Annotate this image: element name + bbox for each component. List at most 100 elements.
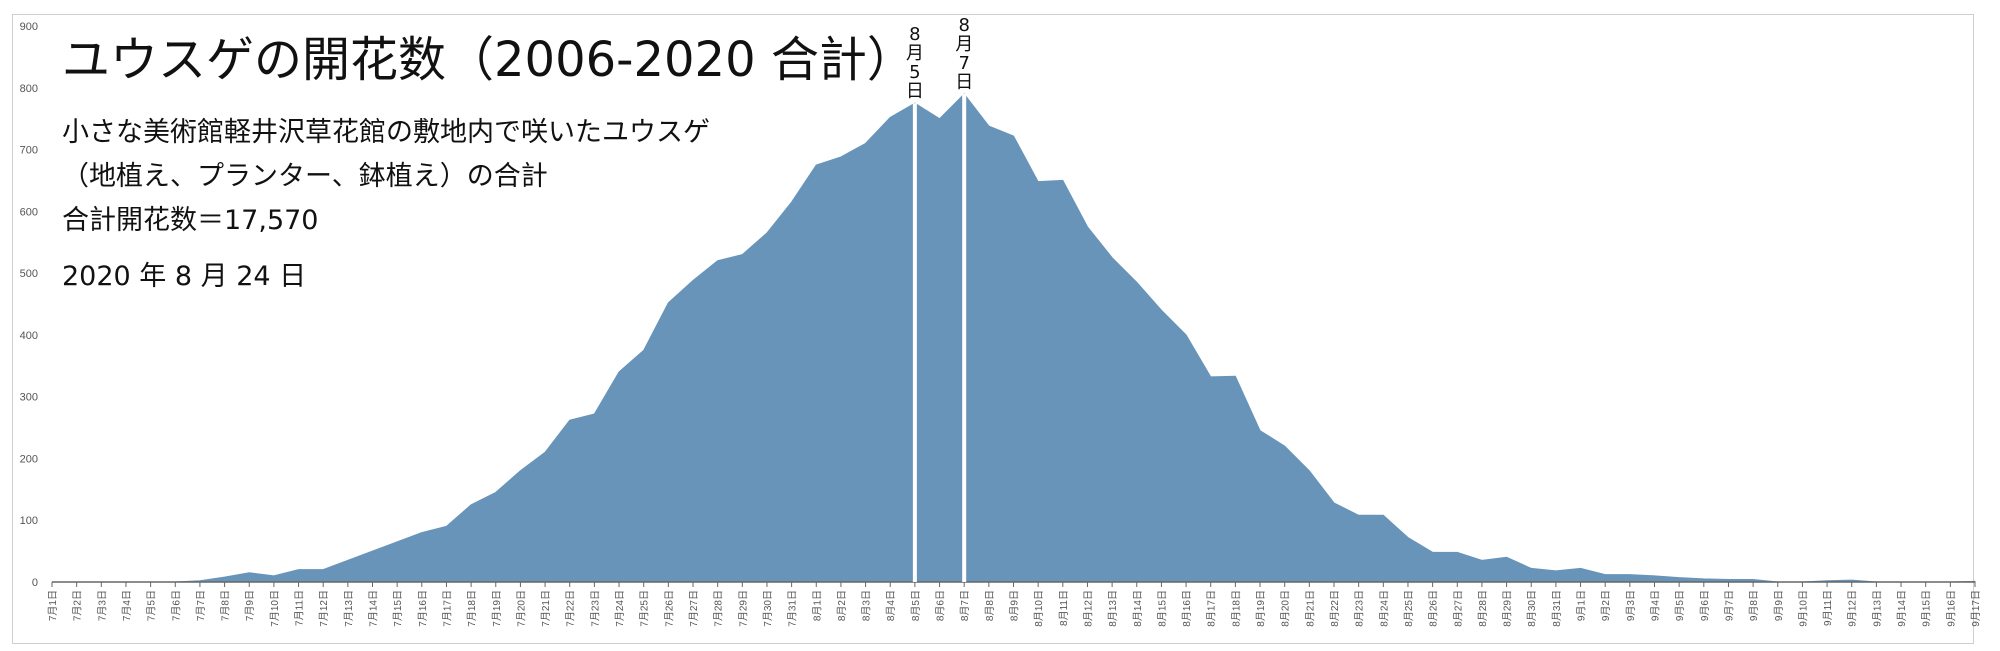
- annotation-label-char: 5: [909, 62, 920, 83]
- x-tick-label: 7月18日: [466, 590, 478, 627]
- x-tick-label: 7月30日: [762, 590, 774, 627]
- x-tick-label: 7月12日: [318, 590, 330, 627]
- y-tick-label: 700: [20, 145, 38, 157]
- x-tick-label: 7月14日: [368, 590, 380, 627]
- annotation-label-char: 8: [909, 24, 920, 45]
- x-tick-label: 9月5日: [1674, 590, 1686, 621]
- x-tick-label: 9月15日: [1921, 590, 1933, 627]
- x-tick-label: 7月10日: [269, 590, 281, 627]
- subtitle-line-1: 小さな美術館軽井沢草花館の敷地内で咲いたユウスゲ: [62, 117, 710, 148]
- x-tick-label: 8月17日: [1206, 590, 1218, 627]
- x-tick-label: 7月22日: [565, 590, 577, 627]
- y-tick-label: 500: [20, 268, 38, 280]
- x-tick-label: 8月24日: [1378, 590, 1390, 627]
- x-tick-label: 7月15日: [392, 590, 404, 627]
- x-tick-label: 8月2日: [836, 590, 848, 621]
- x-tick-label: 8月15日: [1156, 590, 1168, 627]
- x-tick-label: 9月14日: [1896, 590, 1908, 627]
- x-tick-label: 7月5日: [146, 590, 158, 621]
- x-tick-label: 9月10日: [1797, 590, 1809, 627]
- x-tick-label: 9月16日: [1945, 590, 1957, 627]
- x-tick-label: 8月26日: [1428, 590, 1440, 627]
- x-tick-label: 7月31日: [787, 590, 799, 627]
- x-tick-label: 9月3日: [1625, 590, 1637, 621]
- x-tick-label: 8月16日: [1181, 590, 1193, 627]
- y-tick-label: 200: [20, 453, 38, 465]
- x-tick-label: 7月28日: [713, 590, 725, 627]
- x-tick-label: 7月19日: [491, 590, 503, 627]
- x-tick-label: 8月25日: [1403, 590, 1415, 627]
- x-tick-label: 8月30日: [1526, 590, 1538, 627]
- series-area: [52, 93, 1976, 583]
- subtitle-line-2: （地植え、プランター、鉢植え）の合計: [62, 161, 548, 192]
- x-tick-label: 7月23日: [589, 590, 601, 627]
- y-tick-label: 900: [20, 21, 38, 33]
- x-tick-label: 7月13日: [343, 590, 355, 627]
- x-tick-label: 7月16日: [417, 590, 429, 627]
- x-tick-label: 9月13日: [1871, 590, 1883, 627]
- x-tick-label: 7月1日: [47, 590, 59, 621]
- x-tick-label: 9月4日: [1650, 590, 1662, 621]
- annotation-label-char: 日: [906, 81, 924, 102]
- x-tick-label: 9月7日: [1723, 590, 1735, 621]
- annotation-label-char: 日: [955, 72, 973, 93]
- x-tick-label: 9月2日: [1600, 590, 1612, 621]
- x-tick-label: 8月7日: [959, 590, 971, 621]
- x-tick-label: 7月29日: [737, 590, 749, 627]
- y-tick-label: 800: [20, 83, 38, 95]
- x-tick-label: 9月12日: [1847, 590, 1859, 627]
- x-tick-label: 7月25日: [639, 590, 651, 627]
- x-tick-label: 9月8日: [1748, 590, 1760, 621]
- x-tick-label: 8月3日: [861, 590, 873, 621]
- x-tick-label: 7月26日: [663, 590, 675, 627]
- annotation-label-char: 7: [958, 53, 969, 74]
- x-tick-label: 8月6日: [935, 590, 947, 621]
- x-tick-label: 8月8日: [984, 590, 996, 621]
- x-tick-label: 8月18日: [1230, 590, 1242, 627]
- x-tick-label: 7月2日: [72, 590, 84, 621]
- x-tick-label: 8月5日: [910, 590, 922, 621]
- x-tick-label: 8月31日: [1551, 590, 1563, 627]
- total-count-text: 合計開花数＝17,570: [62, 205, 319, 236]
- x-tick-label: 7月27日: [688, 590, 700, 627]
- x-tick-label: 7月3日: [96, 590, 108, 621]
- x-tick-label: 8月28日: [1477, 590, 1489, 627]
- y-tick-label: 300: [20, 392, 38, 404]
- date-text: 2020 年 8 月 24 日: [62, 261, 307, 292]
- x-tick-label: 7月21日: [540, 590, 552, 627]
- x-tick-label: 9月6日: [1699, 590, 1711, 621]
- chart-frame: [12, 14, 1974, 644]
- x-tick-label: 8月27日: [1452, 590, 1464, 627]
- annotation-label-char: 8: [958, 15, 969, 36]
- x-tick-label: 8月14日: [1132, 590, 1144, 627]
- x-tick-label: 8月9日: [1009, 590, 1021, 621]
- x-tick-label: 8月13日: [1107, 590, 1119, 627]
- x-tick-label: 8月1日: [811, 590, 823, 621]
- x-tick-label: 8月23日: [1354, 590, 1366, 627]
- x-tick-label: 8月11日: [1058, 590, 1070, 626]
- x-tick-label: 7月8日: [220, 590, 232, 621]
- x-tick-label: 8月22日: [1329, 590, 1341, 627]
- y-tick-label: 0: [32, 577, 38, 589]
- x-tick-label: 7月20日: [515, 590, 527, 627]
- x-tick-label: 9月1日: [1576, 590, 1588, 621]
- x-tick-label: 7月7日: [195, 590, 207, 621]
- x-tick-label: 8月20日: [1280, 590, 1292, 627]
- annotation-label-char: 月: [955, 34, 973, 55]
- x-tick-label: 8月4日: [885, 590, 897, 621]
- y-tick-label: 100: [20, 515, 38, 527]
- x-tick-label: 9月9日: [1773, 590, 1785, 621]
- y-tick-label: 600: [20, 206, 38, 218]
- x-tick-label: 8月21日: [1304, 590, 1316, 627]
- x-tick-label: 7月11日: [294, 590, 306, 626]
- x-tick-label: 8月10日: [1033, 590, 1045, 627]
- x-tick-label: 9月17日: [1970, 590, 1982, 627]
- x-tick-label: 7月9日: [244, 590, 256, 621]
- x-tick-label: 8月12日: [1082, 590, 1094, 627]
- x-tick-label: 8月19日: [1255, 590, 1267, 627]
- y-tick-label: 400: [20, 330, 38, 342]
- chart-title: ユウスゲの開花数（2006-2020 合計）: [62, 32, 915, 88]
- x-tick-label: 7月17日: [441, 590, 453, 627]
- x-tick-label: 7月4日: [121, 590, 133, 621]
